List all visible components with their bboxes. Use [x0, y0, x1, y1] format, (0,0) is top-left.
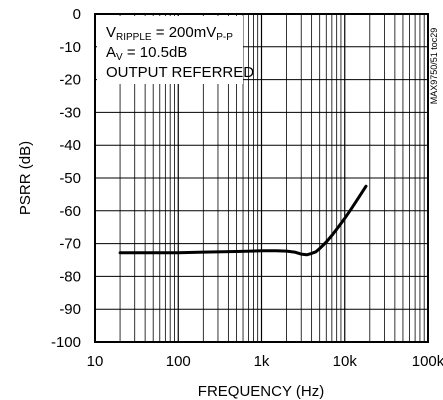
av-annotation: AV = 10.5dB [106, 44, 187, 63]
y-axis-ticks: 0 -10 -20 -30 -40 -50 -60 -70 -80 -90 -100 [51, 6, 81, 351]
y-tick-label: -70 [59, 236, 81, 253]
y-tick-label: -50 [59, 170, 81, 187]
y-tick-label: 0 [73, 6, 81, 23]
x-tick-label: 10 [87, 353, 104, 370]
x-tick-label: 1k [254, 353, 270, 370]
ripple-annotation: VRIPPLE = 200mVP-P [106, 24, 233, 43]
x-tick-label: 100 [166, 353, 191, 370]
ripple-subscript-pp: P-P [216, 32, 233, 43]
x-tick-label: 100k [412, 353, 443, 370]
plot-frame [94, 13, 429, 343]
y-tick-label: -100 [51, 334, 81, 351]
y-tick-label: -10 [59, 39, 81, 56]
psrr-curve [118, 184, 368, 257]
x-tick-label: 10k [333, 353, 358, 370]
y-tick-label: -40 [59, 137, 81, 154]
output-referred-annotation: OUTPUT REFERRED [106, 64, 254, 81]
y-tick-label: -30 [59, 104, 81, 121]
av-subscript: V [116, 52, 123, 63]
ripple-prefix: V [106, 24, 116, 41]
y-tick-label: -90 [59, 301, 81, 318]
av-prefix: A [106, 44, 116, 61]
ripple-value: = 200mV [152, 24, 217, 41]
y-axis-label: PSRR (dB) [17, 141, 34, 215]
ripple-subscript: RIPPLE [116, 32, 152, 43]
x-axis-ticks: 10 100 1k 10k 100k [87, 353, 443, 370]
av-value: = 10.5dB [123, 44, 188, 61]
x-axis-label: FREQUENCY (Hz) [198, 383, 324, 400]
side-label: MAX9750/51 toc29 [429, 28, 439, 105]
y-tick-label: -60 [59, 203, 81, 220]
y-tick-label: -80 [59, 268, 81, 285]
y-tick-label: -20 [59, 72, 81, 89]
annotation-background [97, 16, 243, 84]
